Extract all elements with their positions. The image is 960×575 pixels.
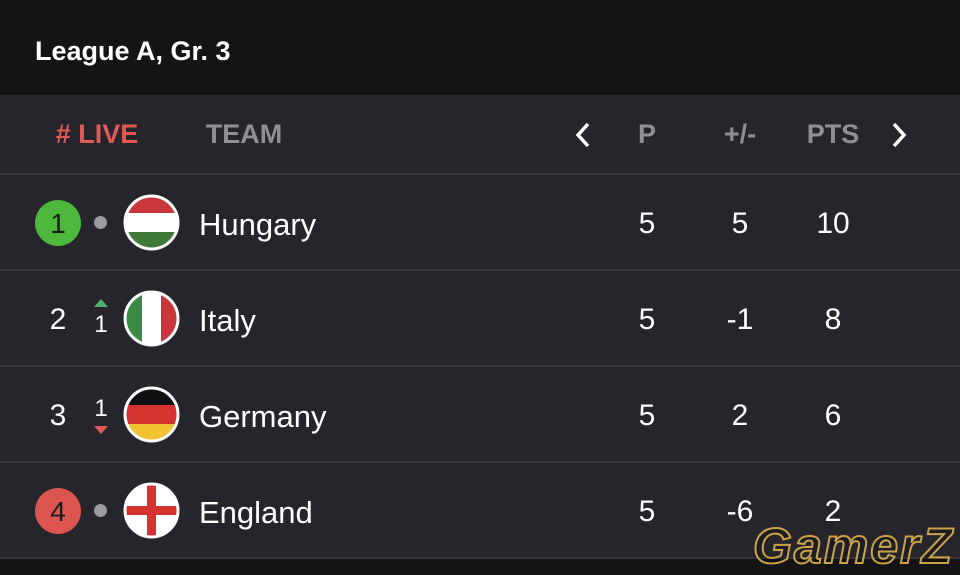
played: 5 [638,495,656,528]
rank: 4 [50,496,66,527]
rank: 1 [50,208,66,239]
rank-change: 1 [94,311,108,338]
team-row[interactable]: 4 England 5 -6 2 [0,463,960,559]
points: 2 [824,495,842,528]
goal-diff: 2 [731,399,749,432]
team-name: Italy [199,303,256,338]
diff-column[interactable]: +/- [723,119,757,149]
team-name: England [199,495,313,530]
rank-column[interactable]: # LIVE [55,119,139,149]
played-column[interactable]: P [637,119,657,149]
prev-arrow[interactable] [573,121,593,149]
played: 5 [638,207,656,240]
rank: 2 [49,303,67,336]
group-title: League A, Gr. 3 [35,36,231,66]
flag [123,482,180,539]
flag [123,194,180,251]
points-column[interactable]: PTS [806,119,860,149]
team-name: Hungary [199,207,317,242]
rank-badge: 4 [35,488,81,534]
played: 5 [638,399,656,432]
flag [123,290,180,347]
team-row[interactable]: 1 Hungary 5 5 10 [0,175,960,271]
rank-change: 1 [94,395,108,422]
watermark: GamerZ [752,517,954,575]
team-column[interactable]: TEAM [205,119,283,149]
team-row[interactable]: 2 1 Italy 5 -1 8 [0,271,960,367]
rank-badge: 1 [35,200,81,246]
played: 5 [638,303,656,336]
goal-diff: 5 [731,207,749,240]
down-arrow [94,426,108,434]
flag [123,386,180,443]
no-change-dot [94,504,107,517]
team-name: Germany [199,399,327,434]
points: 8 [824,303,842,336]
up-arrow [94,299,108,307]
team-row[interactable]: 3 1 Germany 5 2 6 [0,367,960,463]
rank: 3 [49,399,67,432]
next-arrow[interactable] [889,121,909,149]
goal-diff: -1 [726,303,754,336]
points: 6 [824,399,842,432]
goal-diff: -6 [726,495,754,528]
no-change-dot [94,216,107,229]
column-header: # LIVE TEAM P +/- PTS [0,95,960,175]
points: 10 [816,207,850,240]
